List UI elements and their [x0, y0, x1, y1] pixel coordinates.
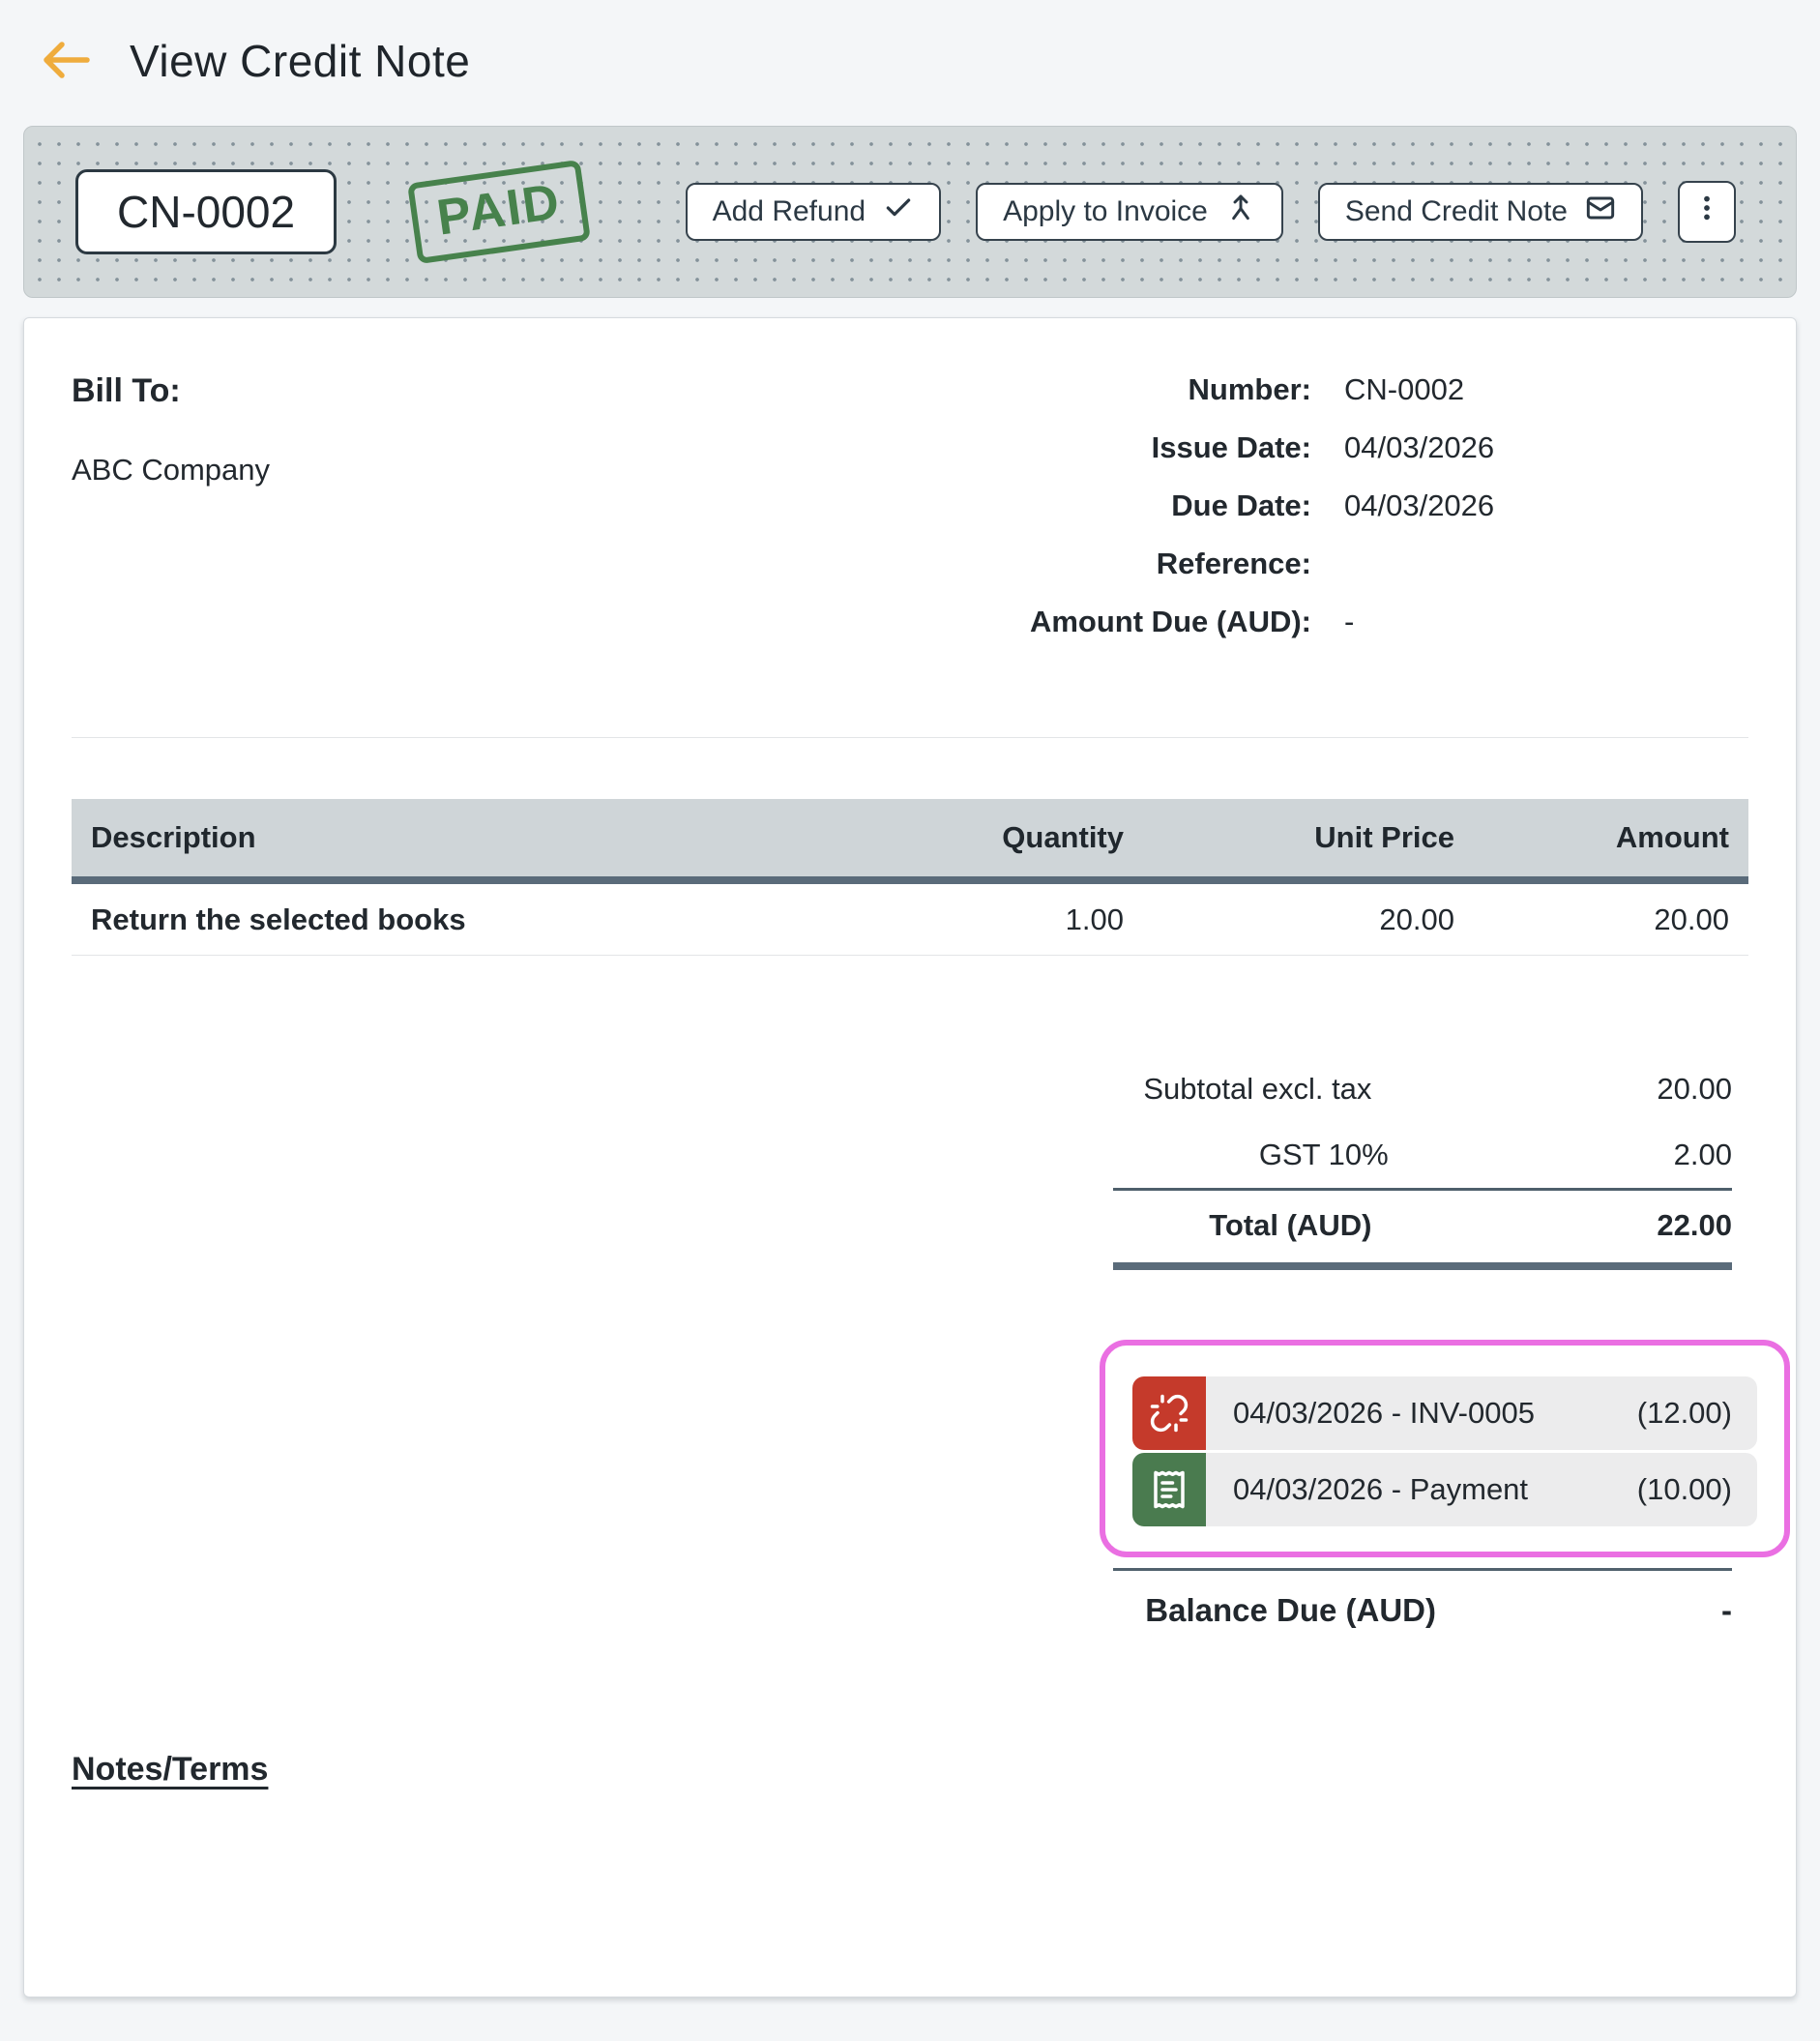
applied-payment-text: 04/03/2026 - Payment — [1233, 1472, 1529, 1506]
paid-stamp: PAID — [407, 159, 592, 265]
detail-label: Amount Due (AUD): — [1029, 605, 1311, 638]
credit-note-number-badge: CN-0002 — [75, 169, 338, 254]
toolbar-actions: Add Refund Apply to Invoice Send Cr — [685, 181, 1736, 243]
item-description: Return the selected books — [91, 902, 466, 936]
totals-section: Subtotal excl. tax 20.00 GST 10% 2.00 To… — [1113, 1056, 1732, 1270]
detail-label: Issue Date: — [1151, 430, 1311, 464]
total-rule — [1113, 1262, 1732, 1270]
item-amount: 20.00 — [1654, 902, 1729, 936]
balance-rule — [1113, 1568, 1732, 1571]
detail-label: Reference: — [1156, 547, 1311, 580]
add-refund-label: Add Refund — [712, 195, 866, 227]
applied-invoice-row[interactable]: 04/03/2026 - INV-0005 (12.00) — [1132, 1376, 1757, 1450]
receipt-icon — [1132, 1453, 1206, 1526]
send-credit-note-button[interactable]: Send Credit Note — [1317, 183, 1643, 241]
item-quantity: 1.00 — [1065, 902, 1124, 936]
view-credit-note-page: View Credit Note CN-0002 PAID Add Refund… — [0, 0, 1820, 1997]
subtotal-label: Subtotal excl. tax — [1143, 1072, 1372, 1106]
column-header-description: Description — [91, 820, 256, 854]
applied-payment-amount: (10.00) — [1636, 1472, 1732, 1506]
more-options-button[interactable] — [1678, 181, 1736, 243]
subtotal-value: 20.00 — [1657, 1072, 1732, 1106]
unlink-icon — [1132, 1376, 1206, 1450]
tax-value: 2.00 — [1673, 1138, 1732, 1171]
back-button[interactable] — [39, 36, 93, 86]
bill-to-block: Bill To: ABC Company — [72, 372, 270, 737]
tax-row: GST 10% 2.00 — [1113, 1122, 1732, 1188]
check-icon — [883, 192, 914, 231]
envelope-icon — [1585, 192, 1616, 231]
credit-note-toolbar: CN-0002 PAID Add Refund Apply to Invoice — [23, 126, 1797, 298]
detail-value: 04/03/2026 — [1344, 430, 1495, 464]
applied-invoice-text: 04/03/2026 - INV-0005 — [1233, 1396, 1535, 1430]
line-items-table: Description Quantity Unit Price Amount R… — [72, 799, 1748, 956]
detail-value: - — [1344, 605, 1355, 638]
detail-value — [1344, 547, 1518, 581]
back-arrow-icon — [41, 39, 91, 84]
apply-to-invoice-button[interactable]: Apply to Invoice — [976, 183, 1283, 241]
total-row: Total (AUD) 22.00 — [1113, 1188, 1732, 1262]
subtotal-row: Subtotal excl. tax 20.00 — [1113, 1056, 1732, 1122]
column-header-quantity: Quantity — [1002, 820, 1124, 854]
detail-label: Due Date: — [1171, 488, 1311, 522]
kebab-menu-icon — [1692, 192, 1721, 232]
detail-value: 04/03/2026 — [1344, 488, 1495, 522]
balance-due-value: - — [1721, 1592, 1732, 1628]
page-title: View Credit Note — [130, 36, 471, 86]
column-header-unit-price: Unit Price — [1314, 820, 1454, 854]
balance-due-label: Balance Due (AUD) — [1145, 1592, 1436, 1628]
customer-name: ABC Company — [72, 453, 271, 487]
apply-to-invoice-label: Apply to Invoice — [1003, 195, 1208, 227]
applied-invoice-body: 04/03/2026 - INV-0005 (12.00) — [1206, 1376, 1757, 1450]
applied-invoice-amount: (12.00) — [1636, 1396, 1732, 1430]
column-header-amount: Amount — [1615, 820, 1729, 854]
section-divider — [72, 737, 1748, 738]
card-top-section: Bill To: ABC Company Number: CN-0002 Iss… — [72, 318, 1748, 737]
table-row: Return the selected books 1.00 20.00 20.… — [72, 884, 1748, 956]
page-header: View Credit Note — [0, 0, 1820, 87]
applied-payment-body: 04/03/2026 - Payment (10.00) — [1206, 1453, 1757, 1526]
credit-note-details: Number: CN-0002 Issue Date: 04/03/2026 D… — [1030, 372, 1518, 737]
detail-label: Number: — [1188, 372, 1311, 406]
tax-label: GST 10% — [1258, 1138, 1389, 1171]
merge-up-arrow-icon — [1225, 192, 1256, 231]
total-value: 22.00 — [1657, 1208, 1732, 1242]
item-unit-price: 20.00 — [1379, 902, 1454, 936]
credit-note-card: Bill To: ABC Company Number: CN-0002 Iss… — [23, 317, 1797, 1997]
detail-value: CN-0002 — [1344, 372, 1465, 406]
balance-due-row: Balance Due (AUD) - — [1113, 1571, 1732, 1650]
table-header-row: Description Quantity Unit Price Amount — [72, 799, 1748, 884]
bill-to-label: Bill To: — [72, 372, 181, 409]
send-credit-note-label: Send Credit Note — [1344, 195, 1568, 227]
notes-terms-link[interactable]: Notes/Terms — [72, 1751, 269, 1788]
add-refund-button[interactable]: Add Refund — [685, 183, 942, 241]
total-label: Total (AUD) — [1209, 1208, 1372, 1242]
applied-payment-row[interactable]: 04/03/2026 - Payment (10.00) — [1132, 1453, 1757, 1526]
applied-transactions-highlight: 04/03/2026 - INV-0005 (12.00) 04/03/2026… — [1100, 1340, 1790, 1557]
